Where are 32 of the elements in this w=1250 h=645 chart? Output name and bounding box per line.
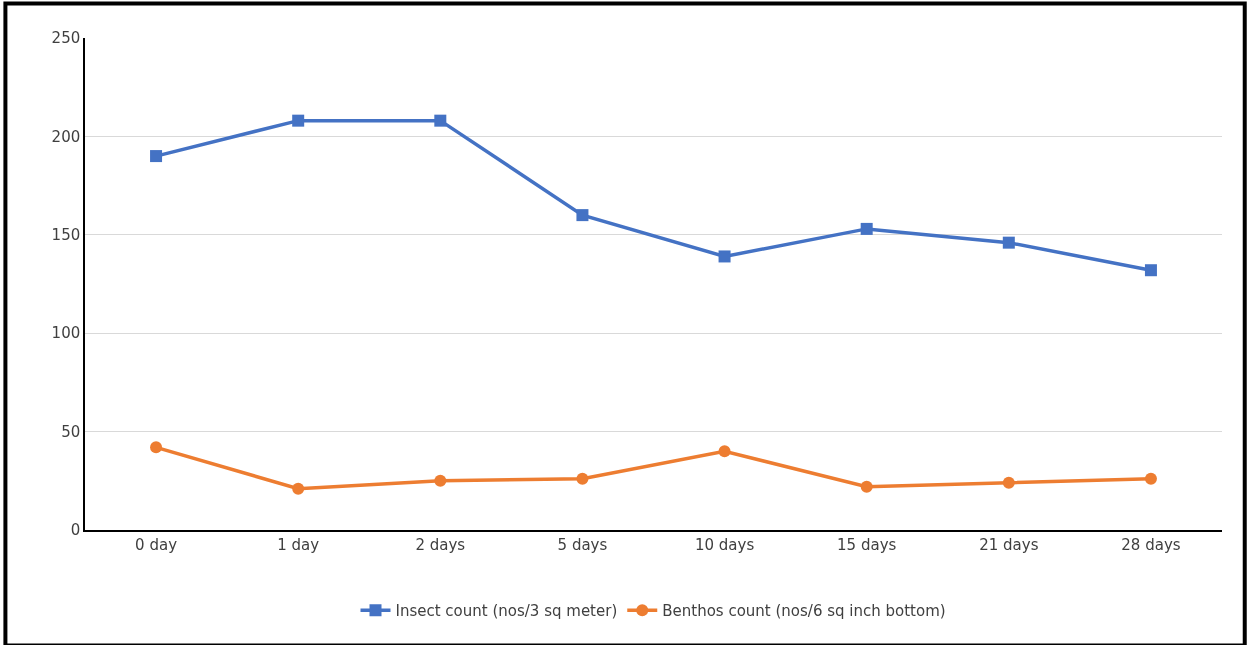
point [150, 150, 163, 163]
x-tick-label: 5 days [557, 535, 608, 554]
point [1002, 236, 1015, 249]
x-tick-label: 28 days [1121, 535, 1181, 554]
point [576, 472, 589, 485]
point [292, 114, 305, 127]
y-tick-label: 200 [51, 127, 81, 146]
x-tick-label: 0 day [135, 535, 178, 554]
point [1002, 476, 1015, 489]
y-tick-label: 0 [70, 521, 81, 540]
x-tick-label: 2 days [415, 535, 466, 554]
point [860, 480, 873, 493]
point [860, 222, 873, 235]
point [150, 441, 163, 454]
legend-label: Benthos count (nos/6 sq inch bottom) [662, 602, 946, 621]
point [576, 209, 589, 222]
point [1144, 472, 1157, 485]
point [434, 114, 447, 127]
y-tick-label: 250 [51, 29, 81, 48]
point [292, 482, 305, 495]
y-tick-label: 100 [51, 324, 81, 343]
x-tick-label: 21 days [979, 535, 1039, 554]
point [1144, 264, 1157, 277]
point [434, 474, 447, 487]
x-tick-label: 15 days [837, 535, 897, 554]
point [718, 250, 731, 263]
point [718, 445, 731, 458]
x-tick-label: 10 days [694, 535, 755, 554]
y-tick-label: 50 [61, 422, 81, 441]
y-tick-label: 150 [51, 226, 81, 245]
legend-label: Insect count (nos/3 sq meter) [395, 602, 618, 621]
x-tick-label: 1 day [277, 535, 320, 554]
